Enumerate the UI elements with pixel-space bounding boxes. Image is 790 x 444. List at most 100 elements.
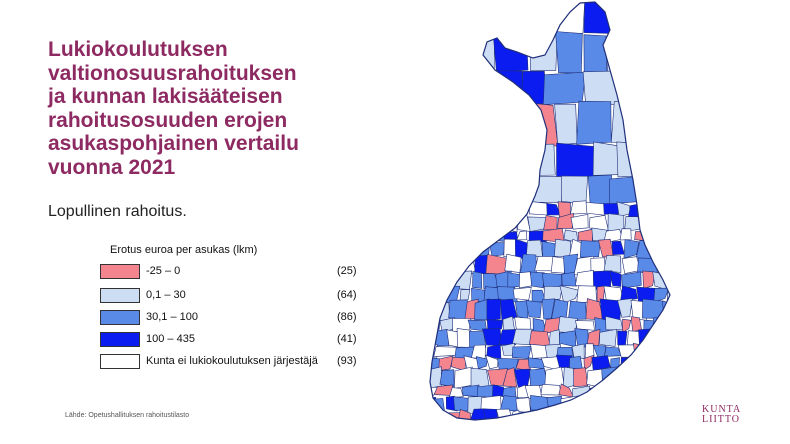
legend-swatch bbox=[100, 264, 140, 279]
municipality-region bbox=[617, 344, 636, 358]
municipality-region bbox=[600, 421, 613, 440]
municipality-region bbox=[405, 216, 416, 232]
municipality-region bbox=[475, 227, 487, 243]
municipality-region bbox=[415, 215, 429, 230]
municipality-region bbox=[554, 103, 578, 146]
municipality-region bbox=[438, 355, 454, 372]
municipality-region bbox=[432, 285, 446, 303]
municipality-region bbox=[430, 300, 433, 319]
municipality-region bbox=[473, 212, 487, 232]
municipality-region bbox=[601, 365, 622, 389]
municipality-region bbox=[559, 330, 577, 348]
municipality-region bbox=[669, 272, 670, 288]
municipality-region bbox=[653, 72, 670, 104]
municipality-region bbox=[462, 178, 494, 204]
municipality-region bbox=[640, 214, 662, 231]
municipality-region bbox=[463, 202, 477, 218]
municipality-region bbox=[406, 386, 423, 398]
municipality-region bbox=[623, 239, 640, 259]
municipality-region bbox=[512, 286, 532, 301]
municipality-region bbox=[504, 253, 522, 273]
municipality-region bbox=[624, 425, 639, 443]
municipality-region bbox=[434, 423, 450, 441]
municipality-region bbox=[405, 409, 418, 423]
legend-item: 100 – 435 (41) bbox=[100, 332, 370, 348]
municipality-region bbox=[487, 227, 505, 242]
municipality-region bbox=[485, 354, 499, 370]
municipality-region bbox=[540, 409, 558, 420]
municipality-region bbox=[433, 238, 453, 259]
municipality-region bbox=[636, 354, 652, 371]
legend-count: (41) bbox=[337, 333, 357, 345]
municipality-region bbox=[628, 200, 652, 218]
municipality-region bbox=[609, 270, 622, 287]
municipality-region bbox=[667, 366, 670, 390]
municipality-region bbox=[405, 228, 415, 243]
municipality-region bbox=[434, 229, 451, 243]
municipality-region bbox=[635, 2, 662, 37]
legend-range: -25 – 0 bbox=[146, 265, 181, 277]
municipality-region bbox=[433, 346, 457, 357]
municipality-region bbox=[632, 342, 648, 359]
municipality-region bbox=[457, 141, 497, 179]
municipality-region bbox=[591, 355, 611, 372]
municipality-region bbox=[462, 101, 495, 146]
municipality-region bbox=[472, 421, 494, 441]
municipality-region bbox=[668, 358, 670, 371]
municipality-region bbox=[518, 422, 537, 439]
finland-municipality-map bbox=[405, 1, 671, 443]
municipality-region bbox=[610, 101, 644, 143]
municipality-region bbox=[520, 70, 547, 105]
municipality-region bbox=[522, 143, 556, 177]
municipality-region bbox=[658, 213, 670, 232]
municipality-region bbox=[405, 72, 426, 105]
municipality-region bbox=[556, 424, 571, 441]
municipality-region bbox=[630, 410, 650, 420]
municipality-region bbox=[430, 203, 435, 215]
municipality-region bbox=[665, 255, 670, 276]
legend-range: Kunta ei lukiokoulutuksen järjestäjä bbox=[146, 355, 318, 367]
municipality-region bbox=[609, 175, 646, 205]
municipality-region bbox=[475, 356, 488, 370]
municipality-region bbox=[417, 319, 428, 332]
municipality-region bbox=[483, 408, 499, 420]
municipality-region bbox=[649, 368, 670, 389]
municipality-region bbox=[667, 410, 670, 420]
municipality-region bbox=[492, 103, 515, 145]
legend-range: 100 – 435 bbox=[146, 333, 195, 345]
municipality-region bbox=[599, 328, 618, 347]
municipality-region bbox=[445, 253, 466, 275]
municipality-region bbox=[430, 270, 437, 291]
source-note: Lähde: Opetushallituksen rahoitustilasto bbox=[65, 412, 190, 419]
kuntaliitto-logo: KUNTA LIITTO bbox=[702, 405, 747, 425]
legend-title: Erotus euroa per asukas (lkm) bbox=[110, 244, 258, 256]
municipality-region bbox=[512, 328, 533, 346]
municipality-region bbox=[430, 102, 443, 147]
municipality-region bbox=[585, 202, 606, 216]
legend-swatch bbox=[100, 332, 140, 347]
municipality-region bbox=[653, 329, 670, 348]
municipality-region bbox=[642, 270, 656, 290]
municipality-region bbox=[637, 422, 651, 441]
municipality-region bbox=[430, 176, 463, 206]
title-line: vuonna 2021 bbox=[48, 155, 176, 179]
municipality-region bbox=[502, 367, 518, 388]
municipality-region bbox=[405, 240, 422, 257]
municipality-region bbox=[652, 316, 669, 330]
municipality-region bbox=[405, 319, 418, 334]
municipality-region bbox=[553, 410, 568, 420]
municipality-region bbox=[635, 369, 652, 389]
municipality-region bbox=[543, 285, 563, 302]
municipality-region bbox=[469, 331, 487, 348]
municipality-region bbox=[543, 215, 558, 231]
logo-line: LIITTO bbox=[702, 414, 741, 425]
municipality-region bbox=[617, 298, 633, 318]
municipality-region bbox=[485, 254, 509, 275]
municipality-region bbox=[604, 387, 621, 397]
municipality-region bbox=[616, 141, 661, 178]
page-title: Lukiokoulutuksen valtionosuusrahoituksen… bbox=[48, 38, 388, 179]
municipality-region bbox=[466, 31, 495, 75]
municipality-region bbox=[488, 242, 507, 257]
municipality-region bbox=[648, 422, 665, 439]
municipality-region bbox=[574, 270, 595, 288]
